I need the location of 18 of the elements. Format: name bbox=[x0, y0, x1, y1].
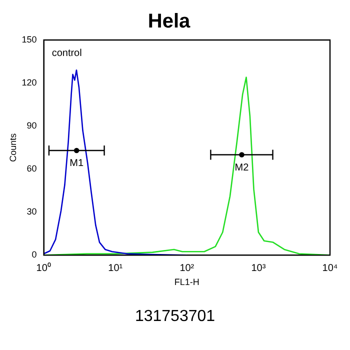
x-tick-label: 10⁴ bbox=[322, 262, 338, 274]
y-tick-label: 120 bbox=[22, 78, 37, 88]
series-label: M2 bbox=[234, 162, 250, 174]
x-tick-label: 10⁰ bbox=[36, 262, 52, 274]
chart-title: Hela bbox=[148, 10, 191, 33]
text: 131753701 bbox=[134, 308, 216, 326]
x-tick-label: 10¹ bbox=[108, 262, 124, 274]
x-axis-title: FL1-H bbox=[174, 277, 200, 288]
x-tick-label: 10³ bbox=[251, 262, 266, 274]
y-tick-label: 0 bbox=[32, 250, 37, 260]
y-axis-title: Counts bbox=[8, 132, 18, 162]
y-tick-label: 30 bbox=[26, 206, 37, 217]
x-tick-label: 10² bbox=[180, 262, 195, 274]
annotation: control bbox=[52, 48, 82, 59]
y-tick-label: 60 bbox=[26, 164, 37, 174]
series-label: M1 bbox=[70, 158, 84, 170]
y-tick-label: 150 bbox=[22, 34, 37, 44]
y-tick-label: 90 bbox=[26, 120, 37, 131]
